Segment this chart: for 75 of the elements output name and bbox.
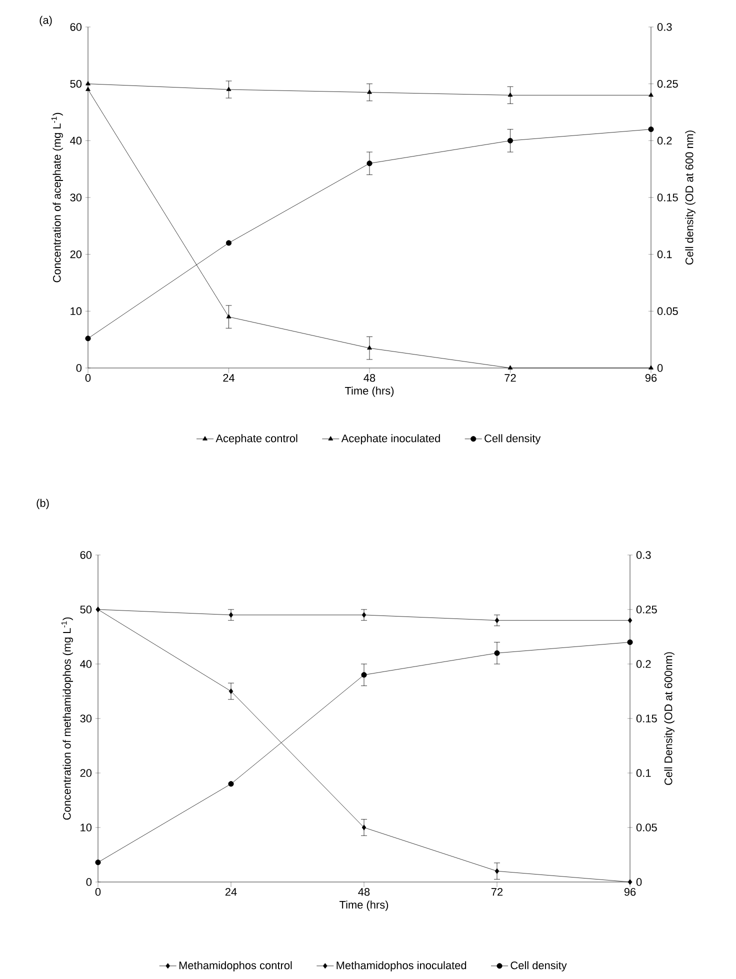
point [361,672,367,678]
point [508,365,513,370]
legend-label: Acephate inoculated [341,434,440,444]
point [366,160,372,166]
y-tick-label: 10 [80,824,92,832]
point [648,126,654,132]
point [362,824,366,830]
legend-label: Cell density [510,961,567,972]
y-tick-label: 0 [76,364,82,372]
x-tick-label: 0 [95,888,101,896]
y-tick-label: 60 [70,23,82,31]
point [367,90,372,94]
y-tick-label: 50 [80,606,92,614]
point [86,86,90,92]
point [627,639,633,645]
point [362,612,366,618]
x-tick-label: 48 [358,888,370,896]
point [95,860,101,866]
point [494,650,500,656]
chart-title: (a) [40,16,52,26]
y-tick-label: 20 [80,769,92,777]
point [228,612,234,618]
y2-tick-label: 0.05 [636,824,657,832]
y2-tick-label: 0.2 [636,660,651,668]
y2-axis-title: Cell density (OD at 600 nm) [685,130,696,265]
y-tick-label: 30 [80,714,92,722]
legend-label: Methamidophos inoculated [336,961,466,972]
x-tick-label: 96 [624,888,636,896]
point [226,314,232,318]
y2-tick-label: 0.25 [636,606,657,614]
x-tick-label: 48 [364,374,376,382]
x-tick-label: 72 [504,374,516,382]
y2-tick-label: 0.25 [657,80,678,88]
legend-label: Acephate control [216,434,298,444]
y-tick-label: 40 [80,660,92,668]
y2-tick-label: 0.05 [657,307,678,316]
y-tick-label: 50 [70,80,82,88]
x-tick-label: 24 [225,888,237,896]
x-tick-label: 96 [645,374,657,382]
y-tick-label: 0 [86,878,92,886]
y-tick-label: 20 [70,250,82,258]
legend-label: Cell density [484,434,541,444]
point [85,336,91,342]
point [508,92,513,97]
point [367,345,372,350]
y2-tick-label: 0.1 [636,769,651,777]
point [507,138,514,144]
y-tick-label: 10 [70,307,82,316]
chart-title: (b) [36,498,49,510]
y2-tick-label: 0.15 [657,194,678,202]
y2-tick-label: 0.2 [657,136,672,145]
x-tick-label: 72 [491,888,503,896]
point [494,618,500,624]
y-axis-title: Concentration of methamidophos (mg L$^{-1}$) [61,617,73,820]
point [226,240,232,246]
x-axis-title: Time (hrs) [344,386,394,397]
point [228,688,234,694]
y2-axis-title: Cell Density (OD at 600nm) [664,652,674,785]
y-tick-label: 40 [70,136,82,145]
point [494,868,500,874]
y-axis-title: Concentration of acephate (mg L$^{-1}$) [51,112,63,282]
y2-tick-label: 0.15 [636,714,657,722]
y-tick-label: 60 [80,551,92,559]
y2-tick-label: 0 [636,878,642,886]
y2-tick-label: 0 [657,364,663,372]
x-tick-label: 24 [223,374,235,382]
legend-label: Methamidophos control [179,961,292,972]
point [228,781,234,787]
y2-tick-label: 0.3 [657,23,672,31]
y2-tick-label: 0.1 [657,250,672,258]
y-tick-label: 30 [70,194,82,202]
x-axis-title: Time (hrs) [339,900,388,911]
y2-tick-label: 0.3 [636,551,651,559]
point [86,81,90,86]
point [226,86,232,92]
